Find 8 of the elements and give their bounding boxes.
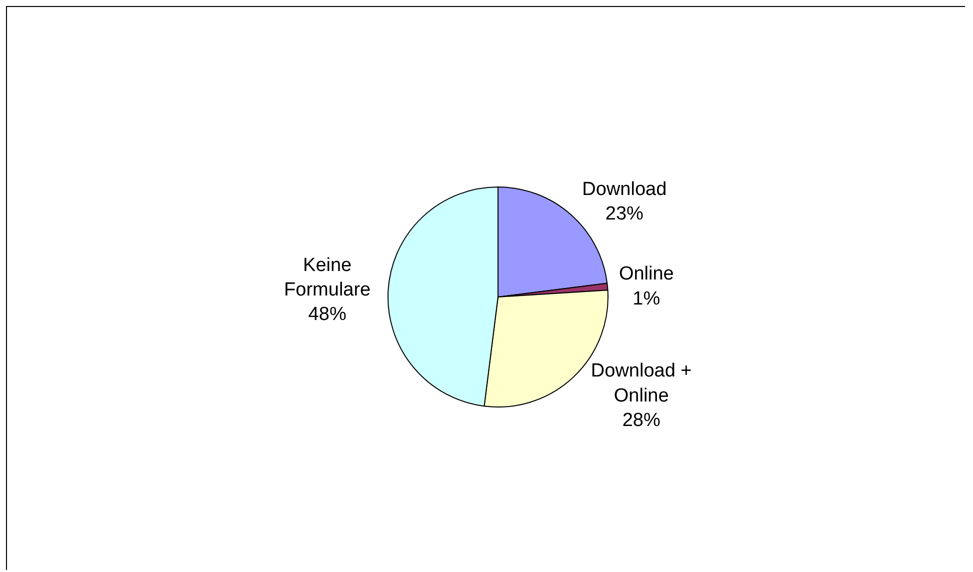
data-label: 1% (632, 288, 660, 310)
slice-label: Keine Formulare (284, 254, 371, 300)
slice-label: Download + Online (590, 360, 692, 406)
data-label: 23% (605, 203, 644, 224)
slice-label: Online (618, 264, 674, 285)
data-label: 48% (308, 304, 346, 326)
data-label: 28% (622, 410, 660, 432)
slice-label: Download (582, 178, 667, 200)
